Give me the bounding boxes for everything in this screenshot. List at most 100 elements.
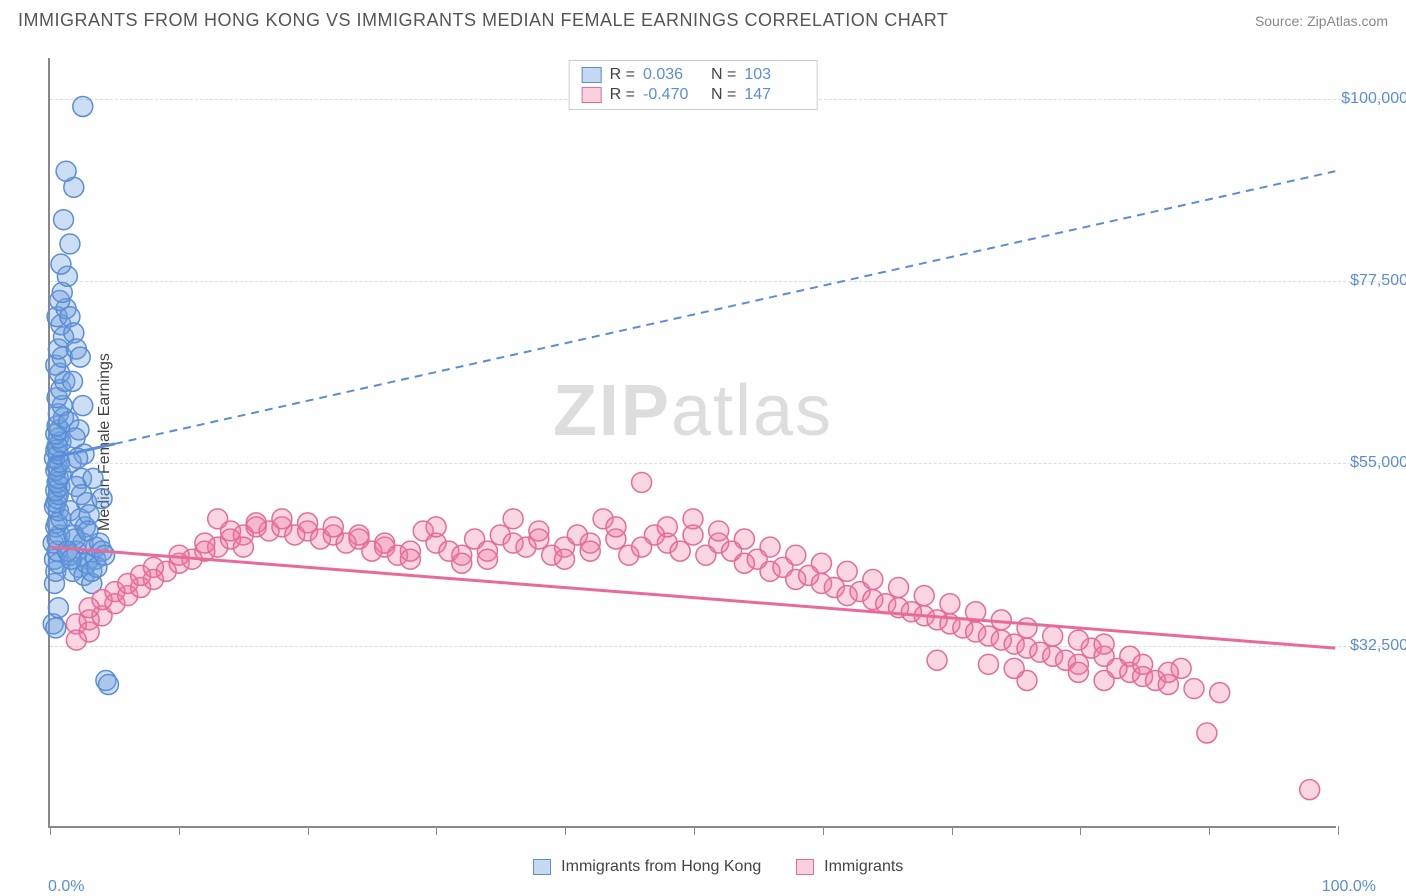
data-point [99, 675, 119, 695]
data-point [811, 553, 831, 573]
n-label: N = [711, 86, 736, 104]
data-point [709, 521, 729, 541]
x-min-label: 0.0% [48, 878, 84, 896]
x-tick [694, 826, 695, 835]
data-point [632, 472, 652, 492]
r-value: -0.470 [643, 86, 703, 104]
y-tick-label: $55,000 [1350, 454, 1406, 472]
x-tick [1338, 826, 1339, 835]
r-value: 0.036 [643, 66, 703, 84]
data-point [1094, 634, 1114, 654]
legend-swatch-blue-icon [533, 859, 551, 875]
data-point [246, 513, 266, 533]
data-point [56, 161, 76, 181]
legend-bottom: Immigrants from Hong Kong Immigrants [0, 858, 1406, 876]
data-point [349, 525, 369, 545]
data-point [95, 545, 115, 565]
regression-line-pink [51, 547, 1336, 648]
data-point [837, 561, 857, 581]
x-tick [1209, 826, 1210, 835]
data-point [208, 509, 228, 529]
data-point [734, 529, 754, 549]
stats-row-blue: R = 0.036 N = 103 [582, 65, 805, 85]
stats-row-pink: R = -0.470 N = 147 [582, 85, 805, 105]
data-point [1300, 780, 1320, 800]
data-point [914, 586, 934, 606]
x-tick [436, 826, 437, 835]
data-point [786, 545, 806, 565]
data-point [940, 594, 960, 614]
data-point [70, 347, 90, 367]
data-point [978, 654, 998, 674]
data-point [60, 234, 80, 254]
data-point [1133, 654, 1153, 674]
data-point [760, 537, 780, 557]
data-point [375, 533, 395, 553]
source-link[interactable]: ZipAtlas.com [1307, 13, 1388, 29]
data-point [46, 618, 66, 638]
data-point [503, 509, 523, 529]
data-point [66, 630, 86, 650]
data-point [1068, 662, 1088, 682]
data-point [657, 517, 677, 537]
r-label: R = [610, 86, 635, 104]
data-point [92, 489, 112, 509]
data-point [452, 553, 472, 573]
data-point [555, 549, 575, 569]
data-point [195, 533, 215, 553]
n-label: N = [711, 66, 736, 84]
x-tick [565, 826, 566, 835]
legend-label-blue: Immigrants from Hong Kong [561, 858, 761, 875]
data-point [1094, 671, 1114, 691]
x-tick [1080, 826, 1081, 835]
data-point [606, 517, 626, 537]
correlation-scatter-chart: Median Female Earnings $32,500$55,000$77… [48, 58, 1336, 828]
data-point [1197, 723, 1217, 743]
data-point [400, 549, 420, 569]
regression-line-blue-dashed [115, 171, 1335, 444]
data-point [1210, 683, 1230, 703]
data-point [83, 468, 103, 488]
data-point [323, 517, 343, 537]
data-point [78, 521, 98, 541]
legend-swatch-pink-icon [796, 859, 814, 875]
data-point [477, 549, 497, 569]
data-point [529, 521, 549, 541]
x-tick [308, 826, 309, 835]
data-point [683, 509, 703, 529]
data-point [1158, 662, 1178, 682]
data-point [580, 541, 600, 561]
data-point [61, 549, 81, 569]
data-point [73, 396, 93, 416]
x-tick [823, 826, 824, 835]
data-point [863, 569, 883, 589]
r-label: R = [610, 66, 635, 84]
data-point [1043, 626, 1063, 646]
chart-title: IMMIGRANTS FROM HONG KONG VS IMMIGRANTS … [18, 10, 948, 31]
data-point [54, 210, 74, 230]
plot-canvas [50, 58, 1336, 826]
data-point [889, 578, 909, 598]
y-tick-label: $77,500 [1350, 272, 1406, 290]
data-point [1017, 618, 1037, 638]
data-point [233, 537, 253, 557]
y-tick-label: $100,000 [1341, 90, 1406, 108]
source-attribution: Source: ZipAtlas.com [1255, 13, 1388, 29]
x-tick [952, 826, 953, 835]
n-value: 103 [744, 66, 804, 84]
swatch-pink-icon [582, 87, 602, 103]
data-point [1004, 658, 1024, 678]
chart-header: IMMIGRANTS FROM HONG KONG VS IMMIGRANTS … [0, 0, 1406, 37]
n-value: 147 [744, 86, 804, 104]
data-point [63, 371, 83, 391]
data-point [143, 557, 163, 577]
x-tick [179, 826, 180, 835]
data-point [272, 509, 292, 529]
data-point [426, 517, 446, 537]
x-max-label: 100.0% [1322, 878, 1376, 896]
source-prefix: Source: [1255, 13, 1307, 29]
y-tick-label: $32,500 [1350, 637, 1406, 655]
data-point [73, 97, 93, 117]
x-tick [50, 826, 51, 835]
data-point [51, 254, 71, 274]
